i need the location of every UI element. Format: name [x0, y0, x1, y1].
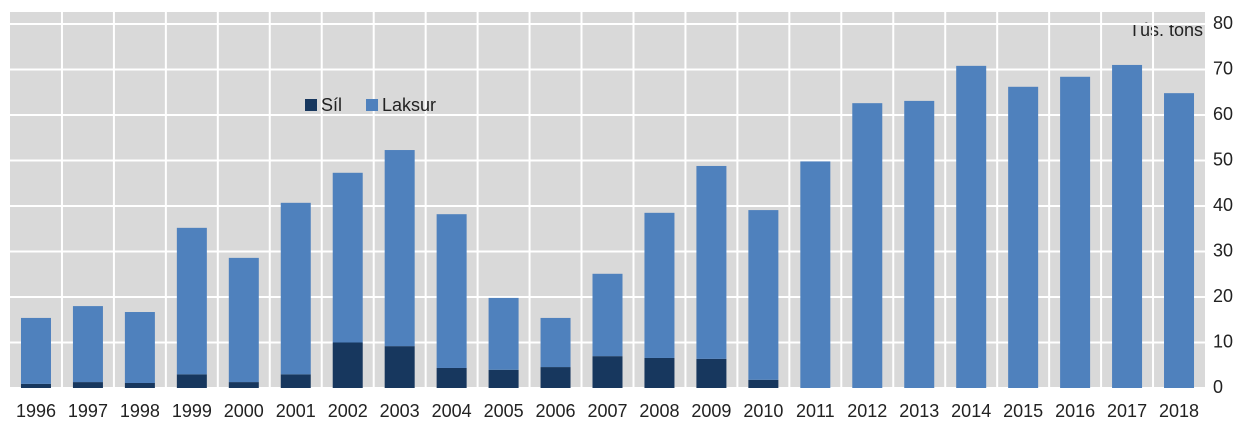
x-tick-label: 2016	[1055, 401, 1095, 421]
bar-segment	[696, 358, 727, 388]
y-tick-label: 60	[1213, 104, 1233, 124]
x-tick-label: 2017	[1107, 401, 1147, 421]
x-tick-label: 2011	[796, 401, 835, 421]
legend-swatch	[366, 99, 379, 111]
bar-segment	[176, 227, 207, 375]
y-tick-label: 0	[1213, 377, 1223, 397]
x-tick-label: 1999	[172, 401, 212, 421]
x-tick-label: 2010	[743, 401, 783, 421]
x-tick-label: 2003	[380, 401, 420, 421]
x-tick-label: 2013	[899, 401, 939, 421]
bar-segment	[332, 342, 363, 388]
x-tick-label: 2001	[276, 401, 316, 421]
bar-segment	[540, 317, 571, 368]
bar-segment	[488, 369, 519, 388]
bar-segment	[1060, 76, 1091, 388]
x-tick-label: 2004	[432, 401, 472, 421]
x-tick-label: 2005	[484, 401, 524, 421]
x-tick-label: 2012	[847, 401, 887, 421]
bar-segment	[176, 374, 207, 388]
bar-segment	[852, 103, 883, 389]
bar-segment	[592, 356, 623, 388]
bar-segment	[748, 210, 779, 380]
bar-segment	[72, 382, 103, 388]
y-tick-label: 20	[1213, 286, 1233, 306]
bar-segment	[748, 379, 779, 388]
y-tick-label: 80	[1213, 13, 1233, 33]
bar-segment	[904, 100, 935, 389]
bar-segment	[488, 297, 519, 370]
bar-segment	[956, 65, 987, 389]
bar-segment	[228, 382, 259, 388]
bar-segment	[384, 150, 415, 347]
bar-segment	[436, 214, 467, 368]
bar-segment	[592, 273, 623, 357]
bar-segment	[644, 212, 675, 358]
bar-segment	[696, 165, 727, 359]
bar-segment	[1164, 93, 1195, 388]
y-tick-label: 40	[1213, 195, 1233, 215]
x-tick-label: 2002	[328, 401, 368, 421]
x-tick-label: 2009	[691, 401, 731, 421]
legend-swatch	[305, 99, 317, 111]
x-tick-label: 2007	[587, 401, 627, 421]
x-tick-label: 2006	[536, 401, 576, 421]
bar-segment	[1112, 64, 1143, 388]
bar-segment	[20, 383, 51, 388]
bar-segment	[72, 306, 103, 383]
bar-segment	[332, 172, 363, 343]
x-tick-label: 1997	[68, 401, 108, 421]
bar-segment	[540, 367, 571, 388]
x-tick-label: 2018	[1159, 401, 1199, 421]
bar-segment	[644, 357, 675, 388]
bar-segment	[436, 367, 467, 388]
bar-segment	[280, 202, 311, 375]
y-tick-label: 30	[1213, 240, 1233, 260]
bar-segment	[124, 382, 155, 388]
x-tick-label: 2000	[224, 401, 264, 421]
bar-segment	[800, 161, 831, 388]
x-tick-label: 2008	[639, 401, 679, 421]
bar-segment	[20, 317, 51, 384]
bar-segment	[124, 312, 155, 383]
legend-label: Síl	[321, 95, 342, 115]
x-tick-label: 2014	[951, 401, 991, 421]
x-tick-label: 2015	[1003, 401, 1043, 421]
bar-segment	[228, 257, 259, 383]
y-tick-label: 70	[1213, 58, 1233, 78]
bar-segment	[384, 346, 415, 388]
x-tick-label: 1998	[120, 401, 160, 421]
y-axis-label: Tús. tons	[1129, 20, 1203, 40]
legend-label: Laksur	[382, 95, 436, 115]
x-tick-label: 1996	[16, 401, 56, 421]
bar-segment	[280, 374, 311, 388]
y-tick-label: 10	[1213, 331, 1233, 351]
y-tick-label: 50	[1213, 149, 1233, 169]
bar-segment	[1008, 86, 1039, 388]
